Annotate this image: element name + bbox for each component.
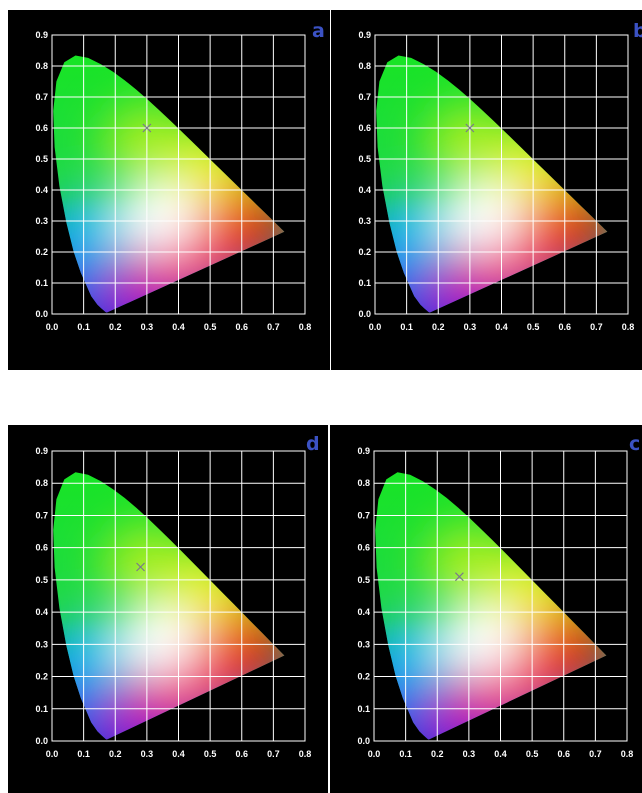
y-tick-label: 0.3 (35, 216, 48, 226)
x-tick-label: 0.3 (141, 322, 154, 332)
y-tick-label: 0.6 (35, 543, 48, 553)
y-tick-label: 0.2 (35, 247, 48, 257)
y-tick-label: 0.7 (357, 510, 370, 520)
data-point-cross (136, 562, 145, 572)
y-tick-label: 0.2 (35, 672, 48, 682)
x-tick-label: 0.8 (622, 322, 635, 332)
y-tick-label: 0.2 (358, 247, 371, 257)
x-tick-label: 0.7 (267, 749, 280, 759)
panel-label-a: a (312, 20, 325, 42)
x-tick-label: 0.2 (109, 322, 122, 332)
data-point-cross (454, 572, 464, 582)
y-tick-label: 0.9 (357, 446, 370, 456)
x-tick-label: 0.4 (172, 749, 185, 759)
cie-chart-b: 0.0 0.1 0.2 0.3 0.4 0.5 0.6 0.7 0.8 0.0 0.1 0.2 0.3 0… (358, 30, 635, 332)
plot-frame (51, 34, 306, 315)
y-tick-label: 0.0 (358, 309, 371, 319)
y-tick-label: 0.7 (358, 92, 371, 102)
y-tick-label: 0.0 (35, 309, 48, 319)
y-tick-label: 0.3 (357, 639, 370, 649)
y-tick-label: 0.9 (35, 30, 48, 40)
x-tick-label: 0.4 (172, 322, 185, 332)
y-tick-label: 0.1 (357, 704, 370, 714)
x-tick-label: 0.7 (589, 749, 602, 759)
x-tick-label: 0.2 (431, 749, 444, 759)
y-tick-label: 0.2 (357, 672, 370, 682)
y-tick-label: 0.5 (357, 575, 370, 585)
y-tick-label: 0.7 (35, 92, 48, 102)
y-tick-label: 0.3 (358, 216, 371, 226)
y-tick-label: 0.0 (35, 736, 48, 746)
x-tick-label: 0.1 (77, 749, 90, 759)
chart-panel-b: 0.0 0.1 0.2 0.3 0.4 0.5 0.6 0.7 0.8 0.0 0.1 0.2 0.3 0… (331, 10, 642, 370)
y-tick-label: 0.9 (358, 30, 371, 40)
plot-frame (51, 450, 306, 742)
y-tick-label: 0.6 (357, 543, 370, 553)
y-tick-label: 0.1 (35, 704, 48, 714)
x-tick-label: 0.5 (526, 749, 539, 759)
y-tick-label: 0.9 (35, 446, 48, 456)
x-tick-label: 0.1 (77, 322, 90, 332)
y-tick-label: 0.8 (357, 478, 370, 488)
y-tick-label: 0.5 (35, 154, 48, 164)
plot-frame (373, 450, 628, 742)
x-tick-label: 0.7 (267, 322, 280, 332)
y-tick-label: 0.4 (358, 185, 371, 195)
cie-chart-d: 0.0 0.1 0.2 0.3 0.4 0.5 0.6 0.7 0.8 0.0 0.1 0.2 0.3 0… (35, 446, 312, 759)
y-tick-label: 0.0 (357, 736, 370, 746)
x-tick-label: 0.4 (495, 322, 508, 332)
y-tick-label: 0.6 (358, 123, 371, 133)
x-tick-label: 0.5 (204, 749, 217, 759)
y-tick-label: 0.8 (35, 478, 48, 488)
x-tick-label: 0.0 (368, 749, 381, 759)
x-tick-label: 0.6 (558, 322, 571, 332)
y-tick-label: 0.5 (35, 575, 48, 585)
x-tick-label: 0.8 (299, 322, 312, 332)
plot-frame (374, 34, 629, 315)
x-tick-label: 0.3 (463, 749, 476, 759)
panel-label-b: b (633, 20, 642, 42)
y-tick-label: 0.7 (35, 510, 48, 520)
panel-label-c: c (629, 433, 641, 455)
x-tick-label: 0.2 (432, 322, 445, 332)
y-tick-label: 0.8 (35, 61, 48, 71)
data-point-cross (142, 123, 152, 133)
y-tick-label: 0.4 (35, 185, 48, 195)
x-tick-label: 0.0 (46, 322, 59, 332)
y-tick-label: 0.1 (358, 278, 371, 288)
x-tick-label: 0.1 (399, 749, 412, 759)
x-tick-label: 0.7 (590, 322, 603, 332)
x-tick-label: 0.6 (557, 749, 570, 759)
x-tick-label: 0.4 (494, 749, 507, 759)
x-tick-label: 0.1 (400, 322, 413, 332)
y-tick-label: 0.8 (358, 61, 371, 71)
y-tick-label: 0.6 (35, 123, 48, 133)
chart-panel-c: 0.0 0.1 0.2 0.3 0.4 0.5 0.6 0.7 0.8 0.0 0.1 0.2 0.3 0… (330, 425, 642, 793)
x-tick-label: 0.5 (204, 322, 217, 332)
x-tick-label: 0.8 (621, 749, 634, 759)
x-tick-label: 0.3 (141, 749, 154, 759)
data-point-cross (465, 123, 475, 133)
y-tick-label: 0.4 (35, 607, 48, 617)
cie-chart-a: 0.0 0.1 0.2 0.3 0.4 0.5 0.6 0.7 0.8 0.0 0.1 0.2 0.3 0… (35, 30, 312, 332)
chromaticity-fill (376, 55, 608, 313)
y-tick-label: 0.4 (357, 607, 370, 617)
y-tick-label: 0.5 (358, 154, 371, 164)
cie-chart-c: 0.0 0.1 0.2 0.3 0.4 0.5 0.6 0.7 0.8 0.0 0.1 0.2 0.3 0… (357, 446, 634, 759)
x-tick-label: 0.0 (46, 749, 59, 759)
x-tick-label: 0.6 (235, 749, 248, 759)
x-tick-label: 0.3 (464, 322, 477, 332)
x-tick-label: 0.8 (299, 749, 312, 759)
panel-label-d: d (306, 433, 320, 455)
y-tick-label: 0.3 (35, 639, 48, 649)
x-tick-label: 0.0 (369, 322, 382, 332)
y-tick-label: 0.1 (35, 278, 48, 288)
chart-panel-a: 0.0 0.1 0.2 0.3 0.4 0.5 0.6 0.7 0.8 0.0 0.1 0.2 0.3 0… (8, 10, 330, 370)
x-tick-label: 0.5 (527, 322, 540, 332)
chart-panel-d: 0.0 0.1 0.2 0.3 0.4 0.5 0.6 0.7 0.8 0.0 0.1 0.2 0.3 0… (8, 425, 328, 793)
x-tick-label: 0.2 (109, 749, 122, 759)
x-tick-label: 0.6 (235, 322, 248, 332)
